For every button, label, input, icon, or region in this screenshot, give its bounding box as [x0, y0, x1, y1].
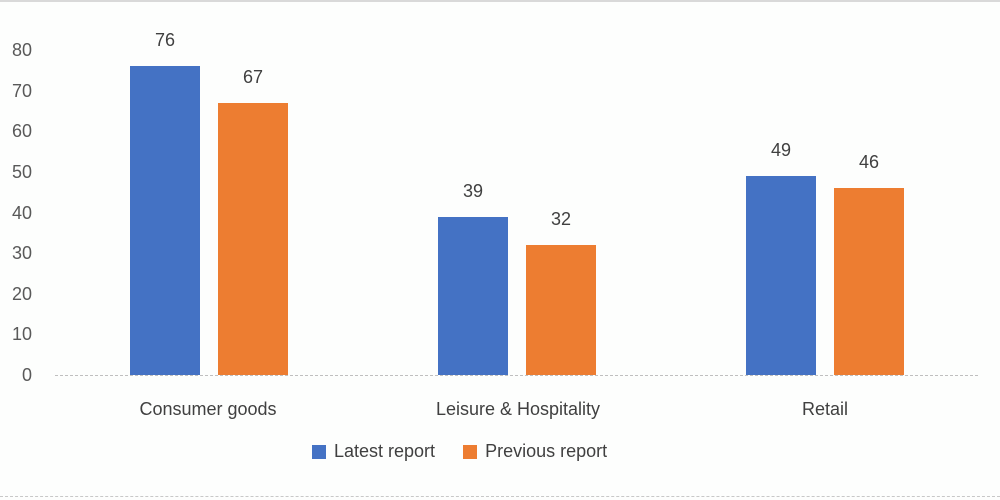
- legend-item-latest: Latest report: [312, 441, 435, 462]
- bar-leisure-hospitality-latest: [438, 217, 508, 375]
- y-tick-50: 50: [11, 162, 32, 182]
- bar-retail-previous: [834, 188, 904, 375]
- y-tick-0: 0: [21, 365, 32, 385]
- data-label-consumer-goods-previous: 67: [242, 67, 264, 87]
- data-label-consumer-goods-latest: 76: [154, 30, 176, 50]
- data-label-retail-latest: 49: [770, 140, 792, 160]
- chart-bottom-border: [0, 496, 1000, 497]
- bar-retail-latest: [746, 176, 816, 375]
- bar-consumer-goods-previous: [218, 103, 288, 375]
- y-tick-20: 20: [11, 284, 32, 304]
- x-axis-line: [55, 375, 978, 376]
- bar-leisure-hospitality-previous: [526, 245, 596, 375]
- data-label-retail-previous: 46: [858, 152, 880, 172]
- legend: Latest report Previous report: [312, 441, 635, 462]
- category-label-retail: Retail: [801, 399, 849, 419]
- category-label-consumer-goods: Consumer goods: [139, 399, 277, 419]
- data-label-leisure-hospitality-previous: 32: [550, 209, 572, 229]
- legend-swatch-previous: [463, 444, 478, 459]
- y-tick-60: 60: [11, 121, 32, 141]
- y-tick-10: 10: [11, 324, 32, 344]
- y-tick-80: 80: [11, 40, 32, 60]
- y-tick-70: 70: [11, 81, 32, 101]
- legend-item-previous: Previous report: [463, 441, 607, 462]
- chart-top-border: [0, 0, 1000, 2]
- y-tick-30: 30: [11, 243, 32, 263]
- y-tick-40: 40: [11, 203, 32, 223]
- legend-swatch-latest: [312, 444, 326, 459]
- legend-label-latest: Latest report: [334, 441, 436, 461]
- bar-consumer-goods-latest: [130, 66, 200, 375]
- data-label-leisure-hospitality-latest: 39: [462, 181, 484, 201]
- legend-label-previous: Previous report: [485, 441, 608, 461]
- category-label-leisure-hospitality: Leisure & Hospitality: [435, 399, 601, 419]
